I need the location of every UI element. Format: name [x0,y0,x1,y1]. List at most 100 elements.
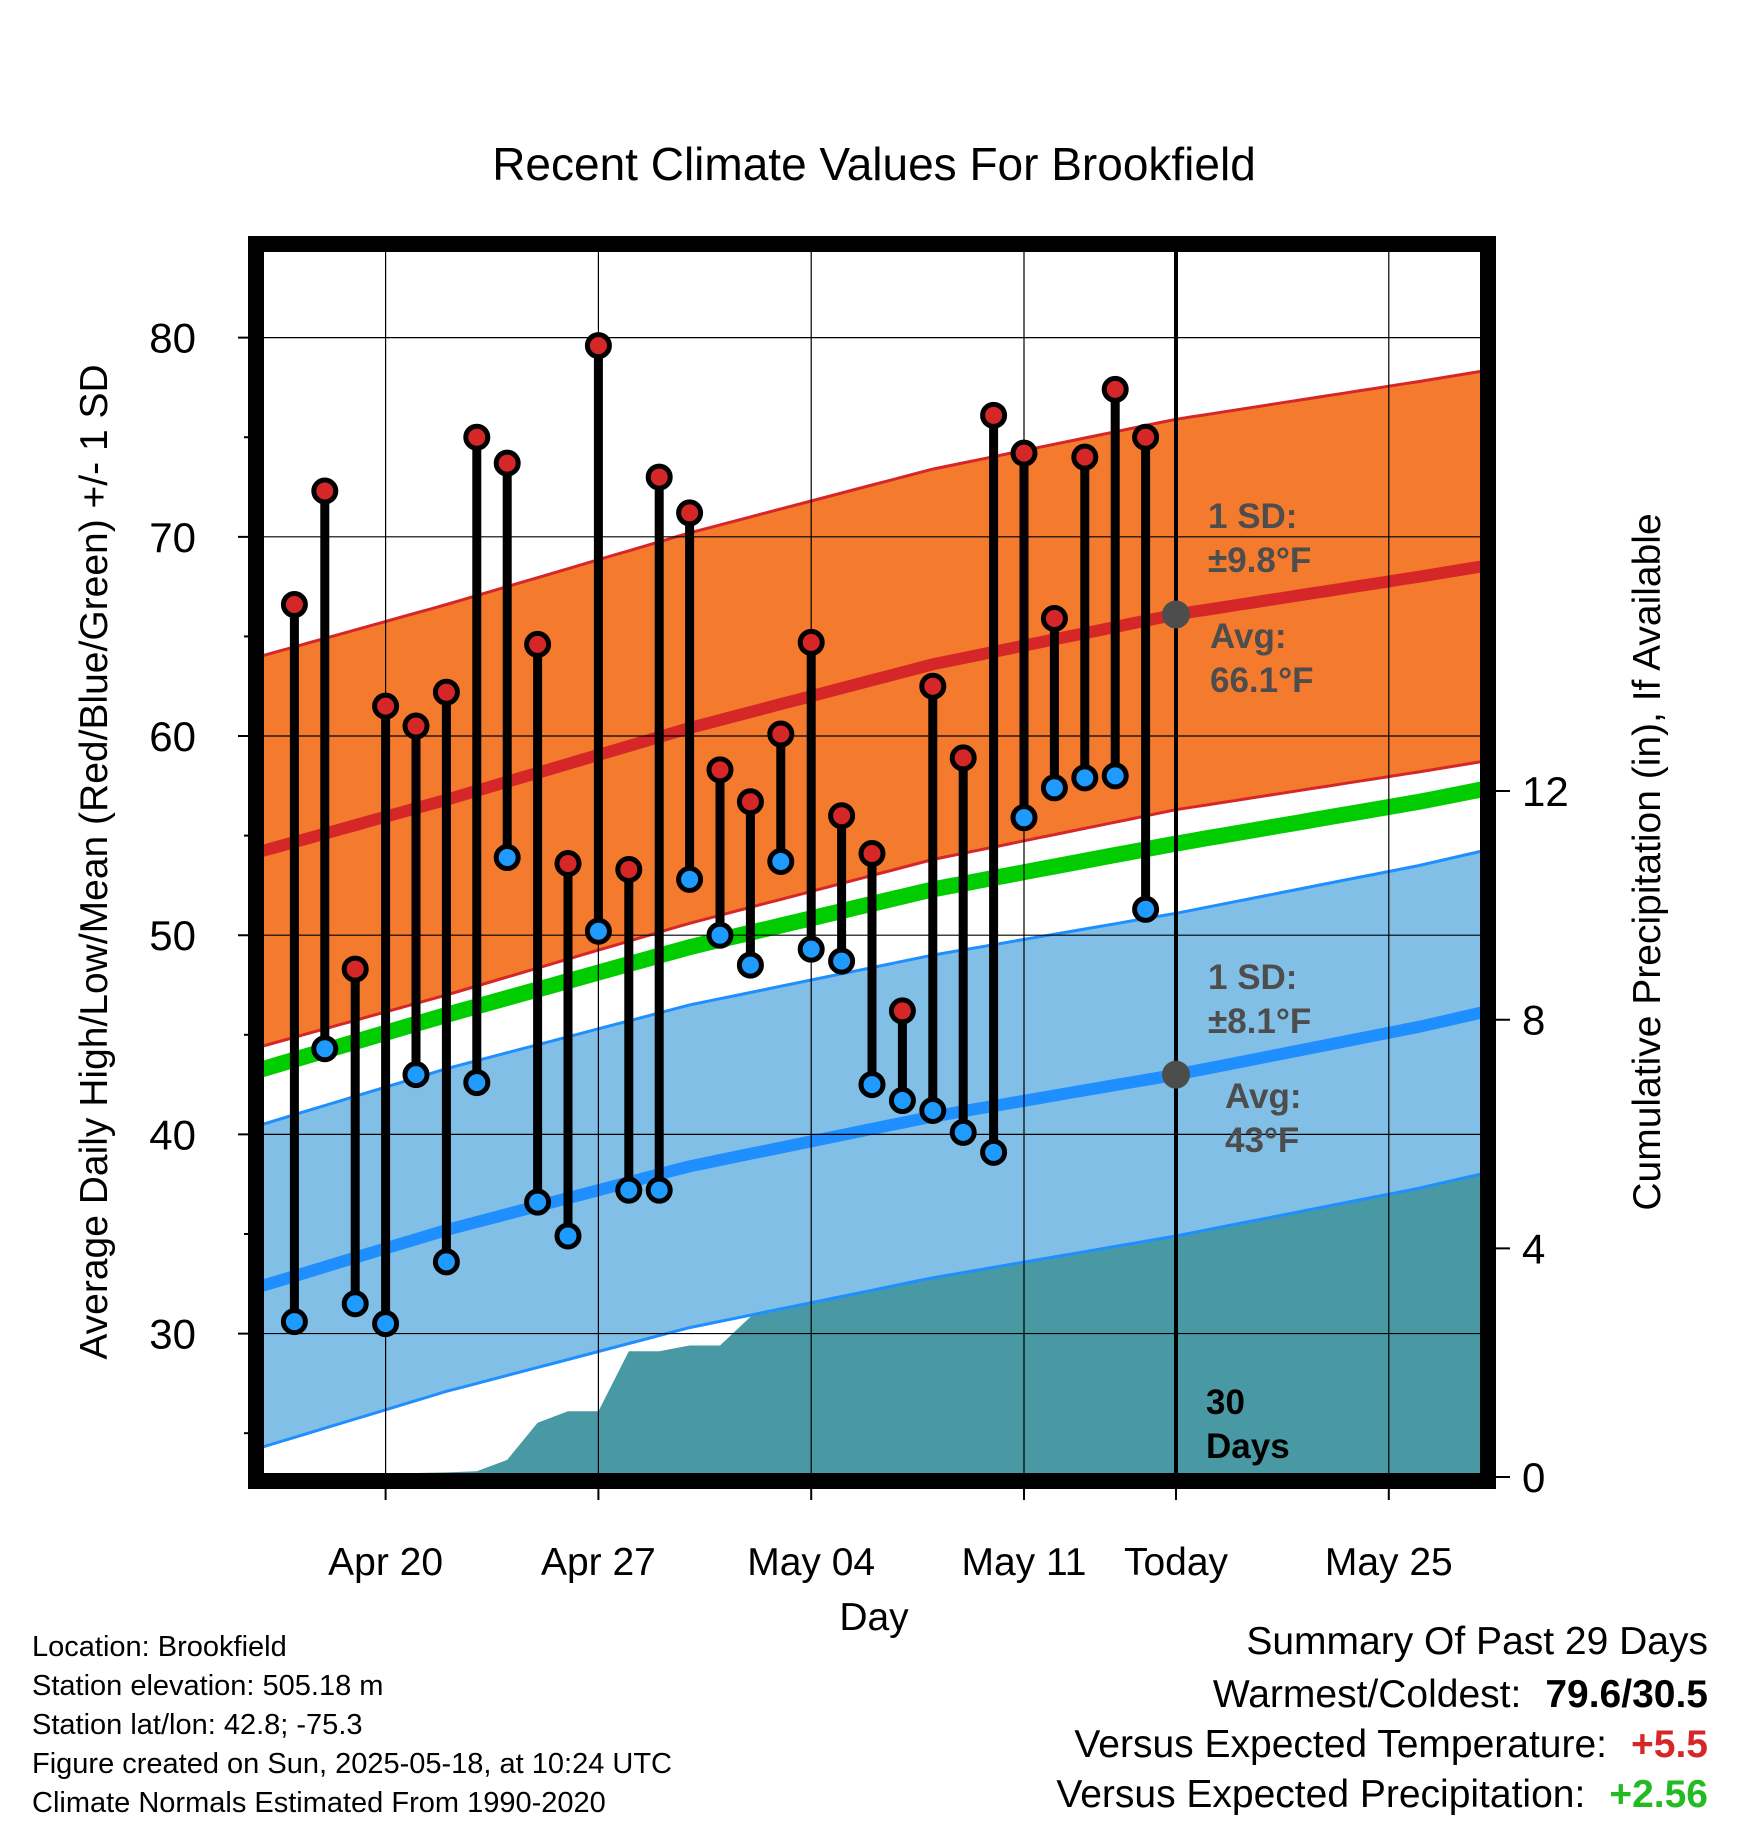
y-left-tick-label: 80 [149,315,196,362]
daily-low-point [1101,762,1129,790]
summary-precip-value: +2.56 [1609,1773,1708,1816]
daily-low-point [402,1061,430,1089]
daily-low-point [645,1176,673,1204]
summary-precip-label: Versus Expected Precipitation: [1056,1773,1586,1816]
low-sd-value: ±8.1°F [1208,1002,1311,1041]
daily-high-point [828,802,856,830]
daily-low-point [615,1176,643,1204]
daily-low-point [888,1087,916,1115]
today-low-normal-point [1162,1060,1190,1089]
x-tick-label: May 04 [747,1541,875,1584]
daily-low-point [432,1248,460,1276]
y-left-tick-label: 60 [149,713,196,760]
daily-high-point [584,332,612,360]
high-avg-value: 66.1°F [1210,661,1314,700]
daily-high-point [341,955,369,983]
footer-elevation: Station elevation: 505.18 m [32,1670,384,1702]
low-sd-lower-edge [262,1172,1482,1449]
days-count-word: Days [1206,1427,1290,1466]
x-tick-label: Apr 20 [328,1541,443,1584]
daily-high-point [372,692,400,720]
daily-high-point [402,712,430,740]
x-tick-label: May 11 [962,1541,1087,1584]
summary-warmest-label: Warmest/Coldest: [1212,1673,1522,1716]
y-left-tick-label: 30 [149,1311,196,1358]
annotations: 1 SD: ±9.8°F Avg: 66.1°F 1 SD: ±8.1°F Av… [1206,497,1314,1466]
daily-low-point [767,848,795,876]
summary-temp-value: +5.5 [1631,1723,1708,1766]
daily-low-point [706,921,734,949]
daily-high-point [1071,443,1099,471]
summary-title-text: Summary Of Past 29 Days [1246,1620,1708,1663]
daily-high-point [1132,423,1160,451]
daily-high-point [645,463,673,491]
today-high-normal-point [1162,600,1190,629]
high-sd-value: ±9.8°F [1208,541,1311,580]
daily-low-point [524,1188,552,1216]
daily-high-point [1010,439,1038,467]
low-avg-value: 43°F [1225,1121,1299,1160]
daily-high-point [432,678,460,706]
x-tick-label: Today [1124,1541,1229,1584]
daily-high-point [919,672,947,700]
daily-low-point [1040,774,1068,802]
y-right-tick-label: 0 [1522,1454,1545,1501]
x-tick-label: May 25 [1325,1541,1453,1584]
chart-title: Recent Climate Values For Brookfield [492,138,1256,190]
low-sd-label: 1 SD: [1208,958,1297,997]
daily-low-point [919,1096,947,1124]
daily-high-point [1040,604,1068,632]
plot-frame [248,236,1496,1489]
daily-high-point [858,840,886,868]
footer-location: Location: Brookfield [32,1631,287,1663]
y-right-tick-label: 8 [1522,997,1545,1044]
daily-low-point [1132,895,1160,923]
footer-normals: Climate Normals Estimated From 1990-2020 [32,1787,606,1819]
summary-temp-label: Versus Expected Temperature: [1074,1723,1607,1766]
summary-warmest-value: 79.6/30.5 [1545,1673,1708,1716]
marks-layer [280,332,1190,1338]
summary-temp-row: Versus Expected Temperature: +5.5 [1074,1723,1708,1767]
footer-latlon: Station lat/lon: 42.8; -75.3 [32,1709,363,1741]
daily-low-point [463,1069,491,1097]
low-avg-label: Avg: [1225,1077,1301,1116]
daily-high-point [767,720,795,748]
axis-layer: 30 40 50 60 70 80 0 4 8 12 Apr 20 Apr 27 May 04 May 1… [149,315,1568,1584]
daily-low-point [1071,764,1099,792]
y-right-tick-label: 12 [1522,768,1569,815]
x-tick-label: Apr 27 [541,1541,656,1584]
daily-high-point [676,499,704,527]
daily-high-point [615,855,643,883]
daily-high-point [493,449,521,477]
high-sd-upper-edge [262,370,1482,658]
daily-high-point [949,744,977,772]
daily-low-point [736,951,764,979]
footer-created: Figure created on Sun, 2025-05-18, at 10… [32,1748,672,1780]
daily-high-point [736,788,764,816]
daily-low-point [949,1118,977,1146]
y-axis-label-left: Average Daily High/Low/Mean (Red/Blue/Gr… [73,364,116,1359]
daily-high-point [311,477,339,505]
y-left-tick-label: 70 [149,514,196,561]
high-avg-label: Avg: [1210,617,1286,656]
summary-title: Summary Of Past 29 Days [1246,1620,1708,1664]
y-right-tick-label: 4 [1522,1225,1545,1272]
daily-low-point [1010,804,1038,832]
y-left-tick-label: 40 [149,1111,196,1158]
daily-low-point [858,1071,886,1099]
daily-low-point [676,865,704,893]
x-axis-label: Day [839,1596,909,1639]
summary-precip-row: Versus Expected Precipitation: +2.56 [1056,1773,1708,1817]
daily-low-point [554,1222,582,1250]
daily-high-point [463,423,491,451]
daily-high-point [706,756,734,784]
daily-high-point [554,849,582,877]
daily-low-point [797,935,825,963]
daily-high-point [1101,375,1129,403]
daily-high-point [980,401,1008,429]
daily-low-point [280,1308,308,1336]
daily-low-point [493,844,521,872]
summary-warmest-row: Warmest/Coldest: 79.6/30.5 [1213,1673,1708,1717]
y-left-tick-label: 50 [149,912,196,959]
high-sd-label: 1 SD: [1208,497,1297,536]
